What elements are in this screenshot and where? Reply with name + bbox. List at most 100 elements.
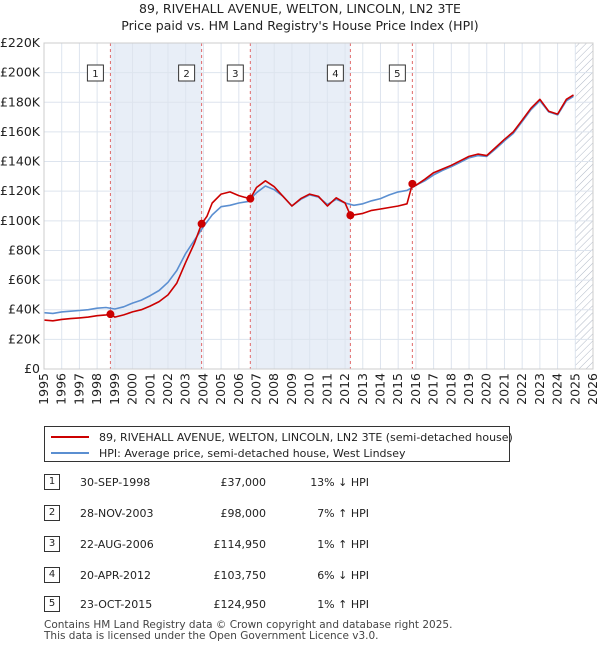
transaction-label-box (178, 64, 196, 82)
transaction-label-box (86, 64, 104, 82)
y-tick-label: £160K (0, 124, 41, 139)
x-tick-label: 2005 (213, 373, 228, 405)
x-tick-label: 2015 (390, 373, 405, 405)
footer-licence: This data is licensed under the Open Gov… (44, 630, 379, 642)
transaction-label-box (226, 64, 244, 82)
transaction-price: £37,000 (220, 476, 267, 489)
transaction-marker (197, 219, 206, 228)
transaction-price: £124,950 (213, 598, 267, 611)
transaction-hpi-diff: 6% ↓ HPI (317, 569, 369, 582)
x-tick-label: 2023 (532, 373, 547, 405)
x-tick-label: 2018 (443, 373, 458, 405)
transaction-row: 2 28-NOV-2003 £98,000 7% ↑ HPI (0, 505, 600, 525)
transaction-label-box (326, 64, 344, 82)
chart-title: 89, RIVEHALL AVENUE, WELTON, LINCOLN, LN… (139, 1, 461, 16)
transaction-date: 28-NOV-2003 (80, 507, 154, 520)
transaction-row: 4 20-APR-2012 £103,750 6% ↓ HPI (0, 567, 600, 587)
x-tick-label: 2019 (461, 373, 476, 405)
transaction-hpi-diff: 13% ↓ HPI (310, 476, 369, 489)
plot-border (43, 42, 594, 370)
y-tick-label: £100K (0, 213, 41, 228)
transaction-label: 2 (183, 69, 189, 80)
transaction-date: 22-AUG-2006 (80, 538, 154, 551)
transaction-row: 3 22-AUG-2006 £114,950 1% ↑ HPI (0, 536, 600, 556)
x-tick-label: 2009 (284, 373, 299, 405)
future-hatch (575, 43, 593, 369)
transaction-number: 3 (44, 536, 60, 552)
x-tick-label: 2016 (408, 373, 423, 405)
x-tick-label: 1999 (107, 373, 122, 405)
x-tick-label: 2012 (337, 373, 352, 405)
transaction-marker (346, 211, 355, 220)
x-tick-label: 2008 (266, 373, 281, 405)
y-tick-label: £120K (0, 183, 41, 198)
footer-copyright: Contains HM Land Registry data © Crown c… (44, 619, 453, 631)
transaction-date: 23-OCT-2015 (80, 598, 153, 611)
x-tick-label: 2013 (355, 373, 370, 405)
footer-attribution: Contains HM Land Registry data © Crown c… (44, 620, 452, 642)
transaction-label-box (388, 64, 406, 82)
transaction-row: 1 30-SEP-1998 £37,000 13% ↓ HPI (0, 474, 600, 494)
y-tick-label: £180K (0, 94, 41, 109)
transaction-marker (408, 179, 417, 188)
price-chart: 89, RIVEHALL AVENUE, WELTON, LINCOLN, LN… (0, 1, 600, 405)
x-tick-label: 2021 (496, 373, 511, 405)
y-tick-label: £0 (24, 361, 40, 376)
transaction-label: 4 (332, 69, 338, 80)
legend-label-hpi: HPI: Average price, semi-detached house,… (99, 446, 406, 460)
transaction-label: 3 (232, 69, 238, 80)
transaction-date: 30-SEP-1998 (80, 476, 151, 489)
legend-label-property: 89, RIVEHALL AVENUE, WELTON, LINCOLN, LN… (99, 430, 513, 444)
legend-swatch-hpi (51, 452, 89, 454)
y-tick-label: £40K (8, 302, 41, 317)
transaction-row: 5 23-OCT-2015 £124,950 1% ↑ HPI (0, 596, 600, 616)
transaction-price: £103,750 (213, 569, 267, 582)
y-tick-label: £60K (8, 272, 41, 287)
x-tick-label: 2001 (142, 373, 157, 405)
x-tick-label: 2020 (479, 373, 494, 405)
x-tick-label: 2014 (372, 373, 387, 405)
y-tick-label: £220K (0, 35, 41, 50)
x-tick-label: 1996 (54, 373, 69, 405)
shaded-span (250, 43, 351, 369)
y-tick-label: £200K (0, 65, 41, 80)
x-tick-label: 2011 (319, 373, 334, 405)
y-tick-label: £20K (8, 331, 41, 346)
transaction-hpi-diff: 1% ↑ HPI (317, 538, 369, 551)
transaction-marker (106, 310, 115, 319)
transaction-label: 1 (92, 69, 98, 80)
transaction-hpi-diff: 7% ↑ HPI (317, 507, 369, 520)
transaction-label: 5 (394, 69, 400, 80)
x-tick-label: 2010 (302, 373, 317, 405)
x-tick-label: 2022 (514, 373, 529, 405)
series-line-property (43, 94, 574, 322)
transaction-number: 5 (44, 596, 60, 612)
x-tick-label: 1995 (36, 373, 51, 405)
legend-swatch-property (51, 436, 89, 438)
x-tick-label: 2004 (195, 373, 210, 405)
x-tick-label: 2002 (160, 373, 175, 405)
shaded-span (110, 43, 202, 369)
legend-entry-hpi: HPI: Average price, semi-detached house,… (51, 445, 406, 461)
y-tick-label: £140K (0, 154, 41, 169)
transaction-price: £114,950 (213, 538, 267, 551)
transaction-number: 4 (44, 567, 60, 583)
transaction-number: 1 (44, 474, 60, 490)
x-tick-label: 2017 (426, 373, 441, 405)
x-tick-label: 1997 (71, 373, 86, 405)
x-tick-label: 2006 (231, 373, 246, 405)
x-tick-label: 2025 (567, 373, 582, 405)
x-tick-label: 1998 (89, 373, 104, 405)
transaction-date: 20-APR-2012 (80, 569, 152, 582)
transaction-price: £98,000 (220, 507, 267, 520)
transaction-number: 2 (44, 505, 60, 521)
x-tick-label: 2026 (585, 373, 600, 405)
legend-entry-property: 89, RIVEHALL AVENUE, WELTON, LINCOLN, LN… (51, 429, 513, 445)
chart-subtitle: Price paid vs. HM Land Registry's House … (121, 18, 478, 33)
x-tick-label: 2024 (550, 373, 565, 405)
transaction-marker (246, 194, 255, 203)
transaction-hpi-diff: 1% ↑ HPI (317, 598, 369, 611)
y-tick-label: £80K (8, 242, 41, 257)
x-tick-label: 2000 (125, 373, 140, 405)
x-tick-label: 2003 (178, 373, 193, 405)
